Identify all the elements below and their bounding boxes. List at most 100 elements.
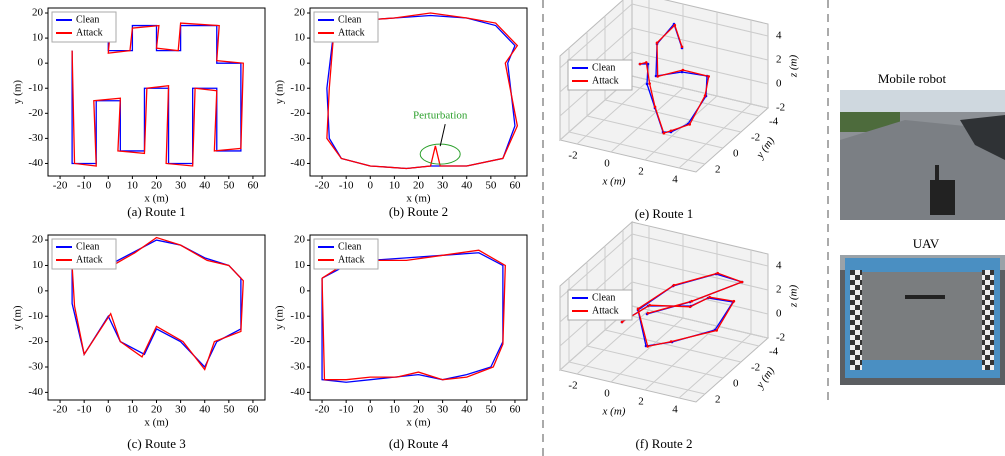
x-tick-label: 0 <box>368 180 374 192</box>
z-axis-label: z (m) <box>788 285 800 309</box>
trajectory-point <box>646 345 649 348</box>
legend-label: Clean <box>76 241 99 252</box>
legend-label: Clean <box>592 292 615 303</box>
x-tick-label: 40 <box>461 180 473 192</box>
trajectory-point <box>715 329 718 332</box>
x-tick-label: -20 <box>315 180 330 192</box>
legend-label: Attack <box>76 254 103 265</box>
y-tick-label: -40 <box>290 386 305 398</box>
x-tick-label: 20 <box>413 180 425 192</box>
y-tick-label: 10 <box>32 32 44 44</box>
x-axis-label: x (m) <box>406 417 430 429</box>
x-tick-label: -2 <box>568 150 577 162</box>
caption: (b) Route 2 <box>389 204 448 219</box>
y-tick-label: -30 <box>290 361 305 373</box>
x-tick-label: 50 <box>223 180 235 192</box>
trajectory-point <box>690 300 693 303</box>
y-tick-label: -30 <box>28 361 43 373</box>
legend-label: Clean <box>76 14 99 25</box>
annotation: Perturbation <box>413 110 468 122</box>
y-tick-label: -10 <box>28 82 43 94</box>
x-tick-label: -20 <box>53 180 68 192</box>
trajectory-point <box>639 63 642 66</box>
z-tick-label: 4 <box>776 260 782 272</box>
legend-label: Attack <box>592 75 619 86</box>
y-tick-label: -2 <box>751 132 760 144</box>
trajectory-point <box>681 46 684 49</box>
robot-photo <box>840 90 1005 220</box>
uav-photo <box>840 255 1005 385</box>
x-tick-label: 0 <box>368 404 374 416</box>
legend-label: Clean <box>338 14 361 25</box>
caption: (c) Route 3 <box>127 436 185 451</box>
y-tick-label: 0 <box>733 148 739 160</box>
y-tick-label: 2 <box>715 394 721 406</box>
legend-label: Clean <box>592 62 615 73</box>
legend-label: Attack <box>338 254 365 265</box>
y-tick-label: 10 <box>32 259 44 271</box>
trajectory-point <box>654 106 657 109</box>
trajectory-point <box>688 123 691 126</box>
x-tick-label: 60 <box>247 180 259 192</box>
z-tick-label: 2 <box>776 284 782 296</box>
legend-label: Attack <box>338 27 365 38</box>
y-tick-label: 10 <box>294 259 306 271</box>
photo-label: Mobile robot <box>878 71 947 86</box>
trajectory-point <box>707 75 710 78</box>
y-axis-label: y (m) <box>12 80 24 104</box>
trajectory-point <box>708 296 711 299</box>
x-tick-label: 0 <box>604 388 610 400</box>
y-tick-label: -2 <box>751 362 760 374</box>
y-tick-label: -4 <box>769 116 779 128</box>
y-tick-label: -10 <box>28 310 43 322</box>
y-tick-label: -30 <box>28 132 43 144</box>
caption: (e) Route 1 <box>635 206 693 221</box>
y-axis-label: y (m) <box>274 80 286 104</box>
trajectory-point <box>674 24 677 27</box>
trajectory-point <box>682 69 685 72</box>
trajectory-point <box>648 304 651 307</box>
x-tick-label: 60 <box>509 180 521 192</box>
x-tick-label: 20 <box>413 404 425 416</box>
trajectory-point <box>741 281 744 284</box>
trajectory-point <box>733 300 736 303</box>
x-tick-label: 4 <box>672 404 678 416</box>
trajectory-point <box>656 75 659 78</box>
trajectory-point <box>670 130 673 133</box>
x-tick-label: 40 <box>199 180 211 192</box>
x-tick-label: 10 <box>389 404 401 416</box>
trajectory-point <box>670 340 673 343</box>
y-tick-label: -10 <box>290 310 305 322</box>
x-tick-label: 30 <box>175 404 187 416</box>
y-axis-label: y (m) <box>12 305 24 329</box>
x-tick-label: -20 <box>315 404 330 416</box>
trajectory-point <box>704 94 707 97</box>
caption: (d) Route 4 <box>389 436 449 451</box>
y-tick-label: -10 <box>290 82 305 94</box>
x-tick-label: 20 <box>151 180 163 192</box>
caption: (a) Route 1 <box>127 204 185 219</box>
trajectory-point <box>647 312 650 315</box>
trajectory-point <box>645 61 648 64</box>
z-tick-label: 4 <box>776 30 782 42</box>
x-tick-label: 60 <box>509 404 521 416</box>
x-tick-label: -10 <box>77 180 92 192</box>
legend-label: Attack <box>76 27 103 38</box>
x-tick-label: 30 <box>437 180 449 192</box>
trajectory-point <box>673 284 676 287</box>
x-tick-label: 50 <box>223 404 235 416</box>
z-tick-label: -2 <box>776 102 785 114</box>
y-tick-label: -30 <box>290 132 305 144</box>
trajectory-point <box>621 321 624 324</box>
x-tick-label: 30 <box>175 180 187 192</box>
x-axis-label: x (m) <box>144 417 168 429</box>
x-axis-label: x (m) <box>406 193 430 205</box>
legend-label: Clean <box>338 241 361 252</box>
trajectory-point <box>689 306 692 309</box>
x-tick-label: 0 <box>106 180 112 192</box>
trajectory-point <box>646 83 649 86</box>
y-tick-label: 20 <box>32 7 44 19</box>
x-tick-label: 2 <box>638 166 644 178</box>
legend-label: Attack <box>592 305 619 316</box>
x-tick-label: 20 <box>151 404 163 416</box>
